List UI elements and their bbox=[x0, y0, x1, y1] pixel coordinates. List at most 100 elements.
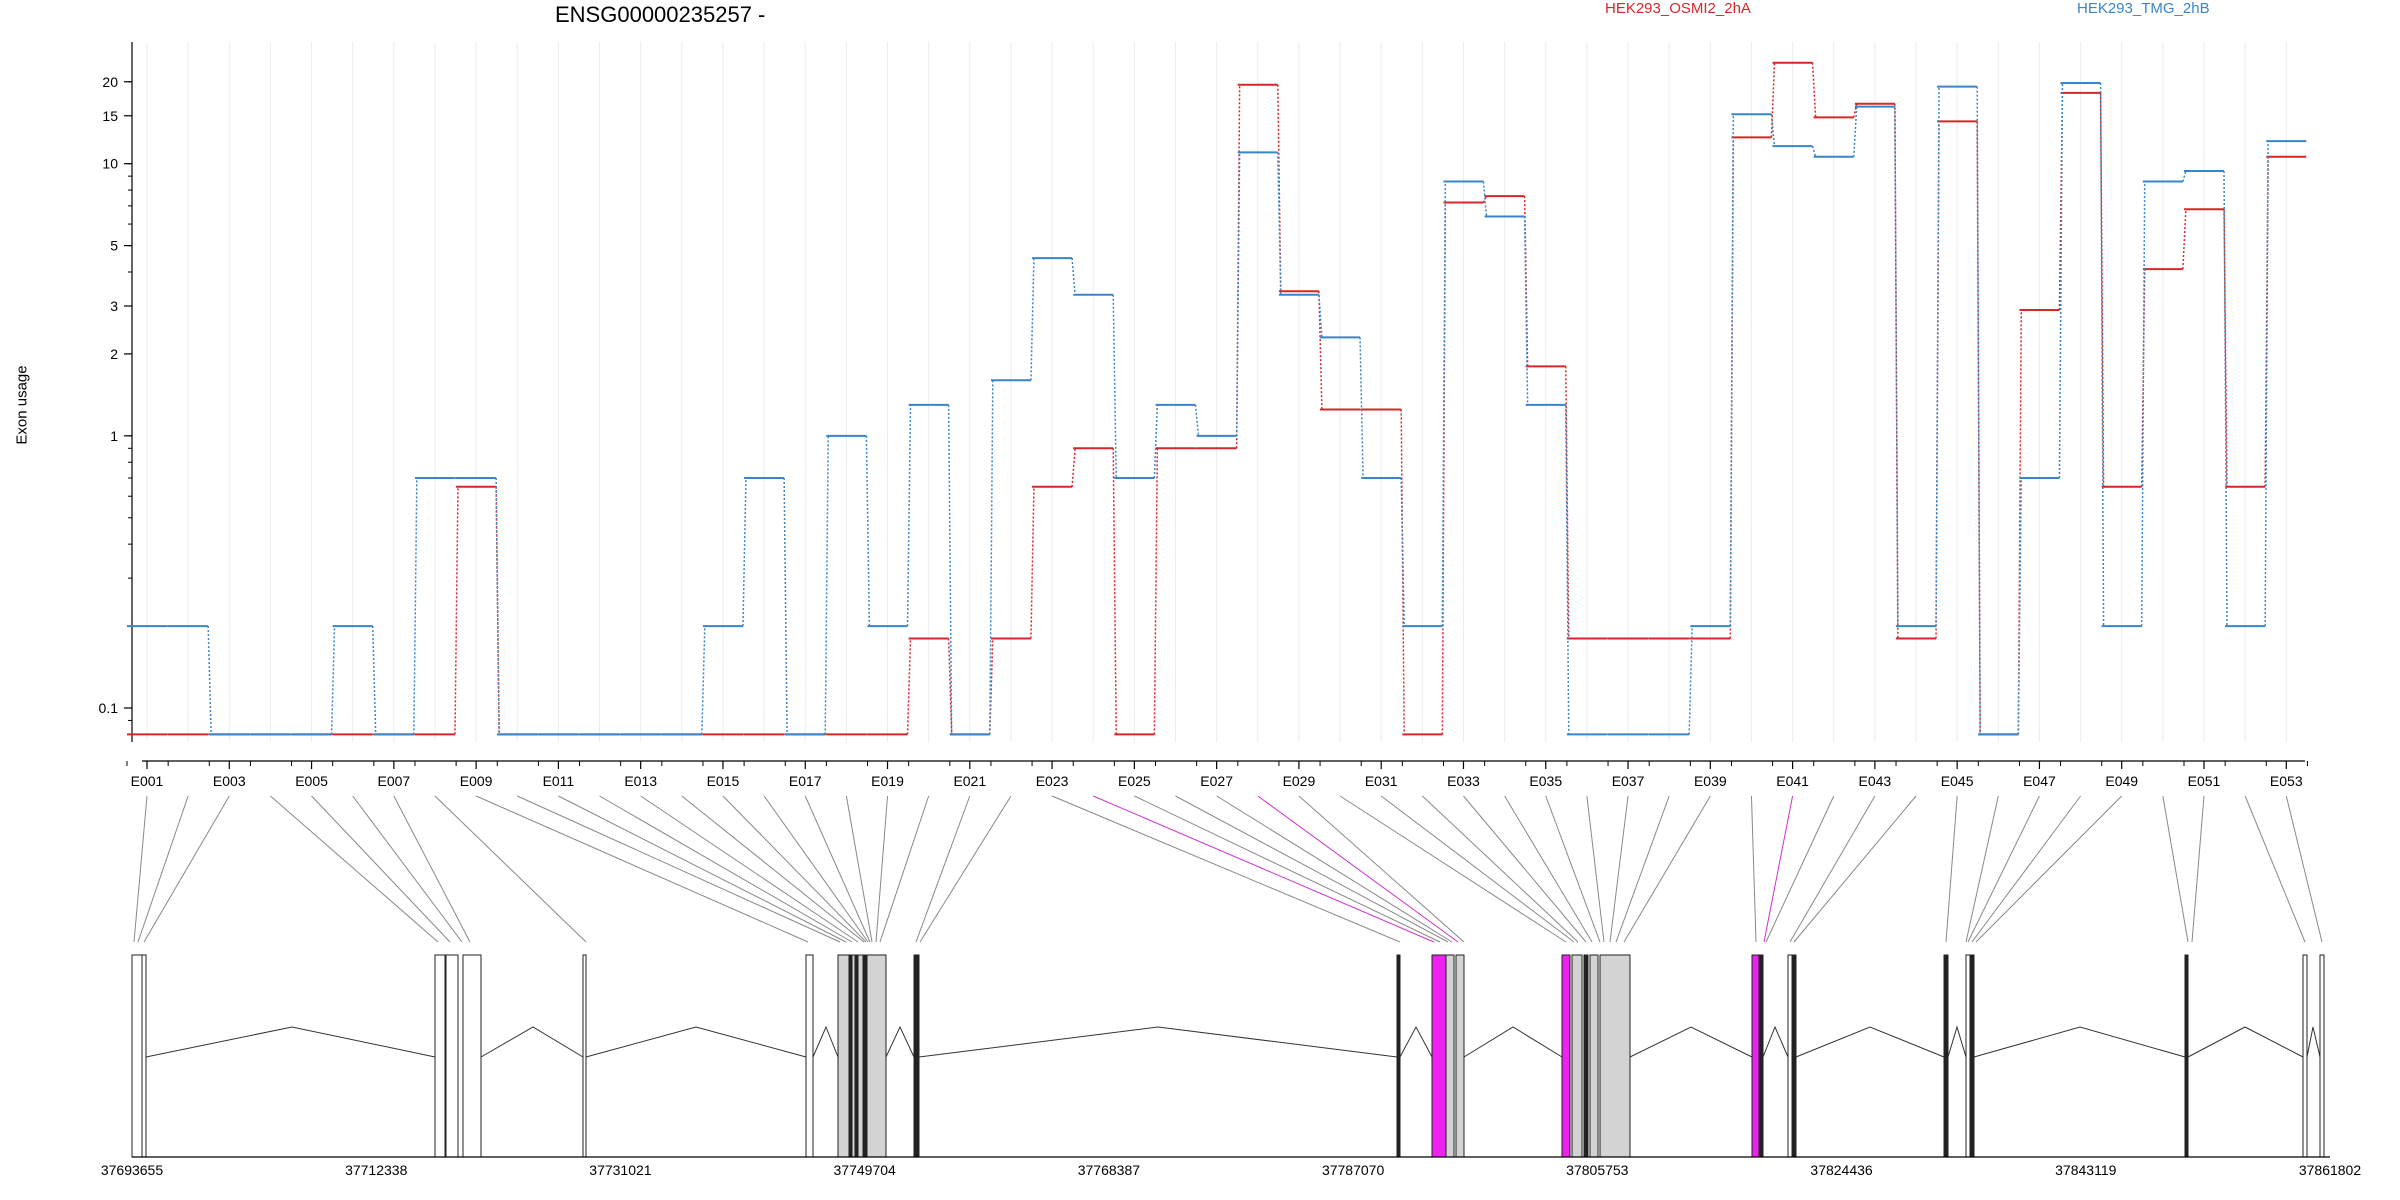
exon-connector bbox=[1975, 795, 2123, 943]
exon-box bbox=[1969, 954, 1975, 1158]
exon-connector bbox=[804, 795, 871, 943]
intron-line bbox=[1762, 1025, 1789, 1058]
x-tick-label: E053 bbox=[2270, 773, 2303, 789]
y-axis-label: Exon usage bbox=[13, 365, 31, 445]
intron-line bbox=[585, 1026, 807, 1058]
x-tick-label: E035 bbox=[1529, 773, 1562, 789]
series-connector bbox=[1194, 404, 1200, 437]
exon-box bbox=[1571, 954, 1583, 1158]
genomic-coordinate-label: 37768387 bbox=[1078, 1162, 1141, 1178]
exon-connector bbox=[1615, 795, 1670, 943]
x-tick-label: E051 bbox=[2188, 773, 2221, 789]
genomic-coordinate-label: 37861802 bbox=[2299, 1162, 2362, 1178]
intron-line bbox=[145, 1026, 436, 1058]
x-tick-label: E023 bbox=[1036, 773, 1069, 789]
intron-line bbox=[480, 1026, 584, 1058]
exon-connector bbox=[1216, 795, 1453, 943]
exon-box bbox=[837, 954, 887, 1158]
series-connector bbox=[742, 477, 747, 627]
x-tick-label: E027 bbox=[1200, 773, 1233, 789]
series-connector bbox=[1030, 486, 1035, 639]
exon-box bbox=[1599, 954, 1631, 1158]
x-tick-label: E009 bbox=[460, 773, 493, 789]
exon-connector bbox=[640, 795, 859, 943]
series-connector bbox=[783, 477, 788, 736]
x-tick-label: E037 bbox=[1612, 773, 1645, 789]
series-connector bbox=[1277, 84, 1282, 292]
exon-box bbox=[1791, 954, 1797, 1158]
exon-connector bbox=[1789, 795, 1876, 943]
exon-connector bbox=[311, 795, 451, 943]
x-tick-label: E021 bbox=[953, 773, 986, 789]
exon-box bbox=[1431, 954, 1447, 1158]
exon-box bbox=[2184, 954, 2189, 1158]
exon-box bbox=[1751, 954, 1760, 1158]
exon-connector bbox=[352, 795, 463, 943]
exon-connector-lines bbox=[133, 795, 2323, 943]
exon-box bbox=[582, 954, 587, 1158]
y-tick-label: 2 bbox=[110, 346, 118, 362]
series-connector bbox=[1359, 337, 1364, 479]
exon-box bbox=[131, 954, 143, 1158]
intron-line bbox=[885, 1025, 915, 1058]
exon-connector bbox=[1971, 795, 2081, 943]
series-connector bbox=[1153, 404, 1159, 479]
exon-connector bbox=[1093, 795, 1435, 943]
x-axis: E001 E003 E005 E007 E009 E011 E013 E015 E017 E019… bbox=[126, 760, 2308, 789]
x-tick-label: E025 bbox=[1118, 773, 1151, 789]
intron-line bbox=[918, 1026, 1398, 1058]
series-connector bbox=[1852, 105, 1858, 157]
x-tick-label: E029 bbox=[1283, 773, 1316, 789]
y-axis: 0.1 1 2 3 5 10 15 20 bbox=[99, 42, 133, 742]
exon-box bbox=[1787, 954, 1793, 1158]
exon-connector bbox=[1945, 795, 1958, 943]
exon-connector bbox=[475, 795, 809, 943]
series-connector bbox=[1565, 404, 1570, 736]
exon-box bbox=[1965, 954, 1971, 1158]
series-connector bbox=[1482, 181, 1488, 218]
exon-box bbox=[434, 954, 446, 1158]
chart-title: ENSG00000235257 - bbox=[555, 2, 766, 27]
exon-box bbox=[805, 954, 814, 1158]
exon-box bbox=[1583, 954, 1589, 1158]
exon-connector bbox=[845, 795, 873, 943]
series-connector bbox=[207, 626, 212, 736]
series-connector bbox=[1811, 145, 1817, 158]
series-connector bbox=[1112, 294, 1117, 479]
exon-box bbox=[2302, 954, 2308, 1158]
intron-line bbox=[1795, 1026, 1945, 1058]
series-connector bbox=[371, 626, 377, 736]
exon-connector bbox=[1175, 795, 1449, 943]
x-tick-label: E015 bbox=[707, 773, 740, 789]
x-tick-label: E005 bbox=[295, 773, 328, 789]
exon-connector bbox=[1421, 795, 1579, 943]
gene-model bbox=[131, 954, 2325, 1158]
intron-line bbox=[2187, 1026, 2304, 1058]
exon-connector bbox=[1586, 795, 1605, 943]
x-tick-label: E043 bbox=[1859, 773, 1892, 789]
exon-box bbox=[141, 954, 147, 1158]
genomic-coordinate-label: 37731021 bbox=[589, 1162, 652, 1178]
exon-box bbox=[1396, 954, 1401, 1158]
exon-connector bbox=[919, 795, 1012, 943]
x-tick-label: E019 bbox=[871, 773, 904, 789]
intron-line bbox=[1947, 1025, 1967, 1058]
intron-line bbox=[812, 1025, 839, 1058]
exon-connector bbox=[1298, 795, 1465, 943]
series-lines bbox=[127, 61, 2307, 736]
legend-entry-tmg: HEK293_TMG_2hB bbox=[2077, 0, 2210, 17]
genomic-coordinate-axis: 37693655 37712338 37731021 37749704 37768387… bbox=[101, 1156, 2362, 1178]
x-tick-label: E045 bbox=[1941, 773, 1974, 789]
exon-connector bbox=[915, 795, 971, 943]
series-connector bbox=[1112, 448, 1117, 736]
series-connector bbox=[701, 625, 706, 735]
exon-connector bbox=[2191, 795, 2205, 943]
x-tick-label: E031 bbox=[1365, 773, 1398, 789]
exon-connector bbox=[1134, 795, 1441, 943]
exon-box bbox=[2319, 954, 2325, 1158]
legend-entry-osmi2: HEK293_OSMI2_2hA bbox=[1605, 0, 1751, 17]
series-connector bbox=[947, 404, 953, 736]
exon-connector bbox=[1965, 795, 1999, 943]
x-tick-label: E017 bbox=[789, 773, 822, 789]
